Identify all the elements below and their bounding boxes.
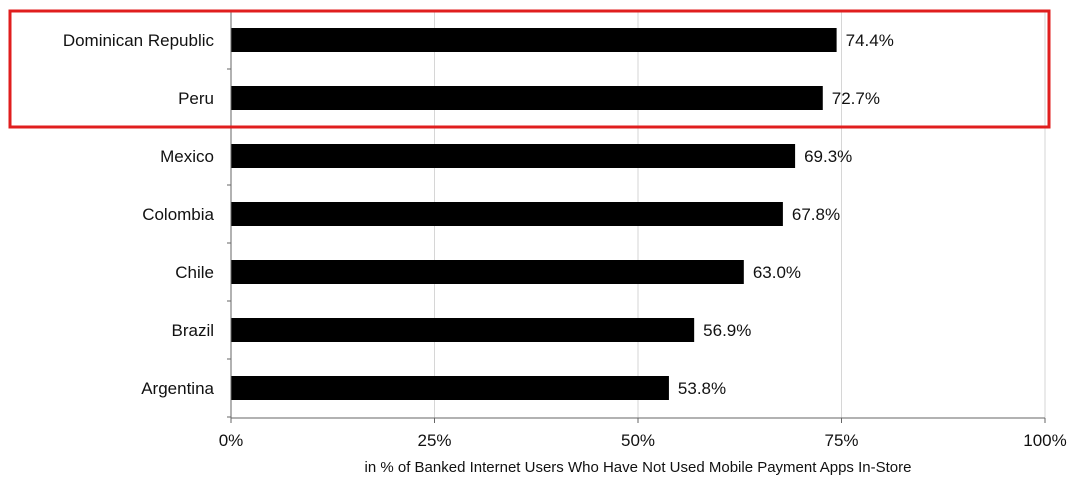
bar [231, 260, 744, 284]
x-tick-labels: 0% 25% 50% 75% 100% [219, 431, 1067, 450]
x-axis-title: in % of Banked Internet Users Who Have N… [365, 459, 912, 476]
value-label: 56.9% [703, 321, 751, 340]
highlight-box [8, 9, 1051, 129]
bar [231, 376, 669, 400]
category-label: Dominican Republic [63, 31, 215, 50]
grid-lines [227, 10, 1046, 423]
value-labels: 74.4% 72.7% 69.3% 67.8% 63.0% 56.9% 53.8% [678, 31, 894, 398]
value-label: 72.7% [832, 89, 880, 108]
bar [231, 202, 783, 226]
category-label: Brazil [171, 321, 214, 340]
bar [231, 144, 796, 168]
x-tick-label: 25% [417, 431, 451, 450]
bar [231, 318, 695, 342]
bar [231, 86, 823, 110]
category-label: Colombia [142, 205, 214, 224]
category-label: Argentina [141, 379, 214, 398]
x-tick-label: 50% [621, 431, 655, 450]
category-label: Mexico [160, 147, 214, 166]
bar [231, 28, 837, 52]
bars [231, 28, 837, 400]
value-label: 53.8% [678, 379, 726, 398]
value-label: 69.3% [804, 147, 852, 166]
category-label: Chile [175, 263, 214, 282]
category-label: Peru [178, 89, 214, 108]
category-labels: Dominican Republic Peru Mexico Colombia Chil… [63, 31, 215, 398]
x-tick-label: 100% [1023, 431, 1066, 450]
value-label: 67.8% [792, 205, 840, 224]
x-tick-label: 75% [824, 431, 858, 450]
x-tick-label: 0% [219, 431, 244, 450]
axes [230, 10, 1045, 419]
value-label: 74.4% [846, 31, 894, 50]
value-label: 63.0% [753, 263, 801, 282]
